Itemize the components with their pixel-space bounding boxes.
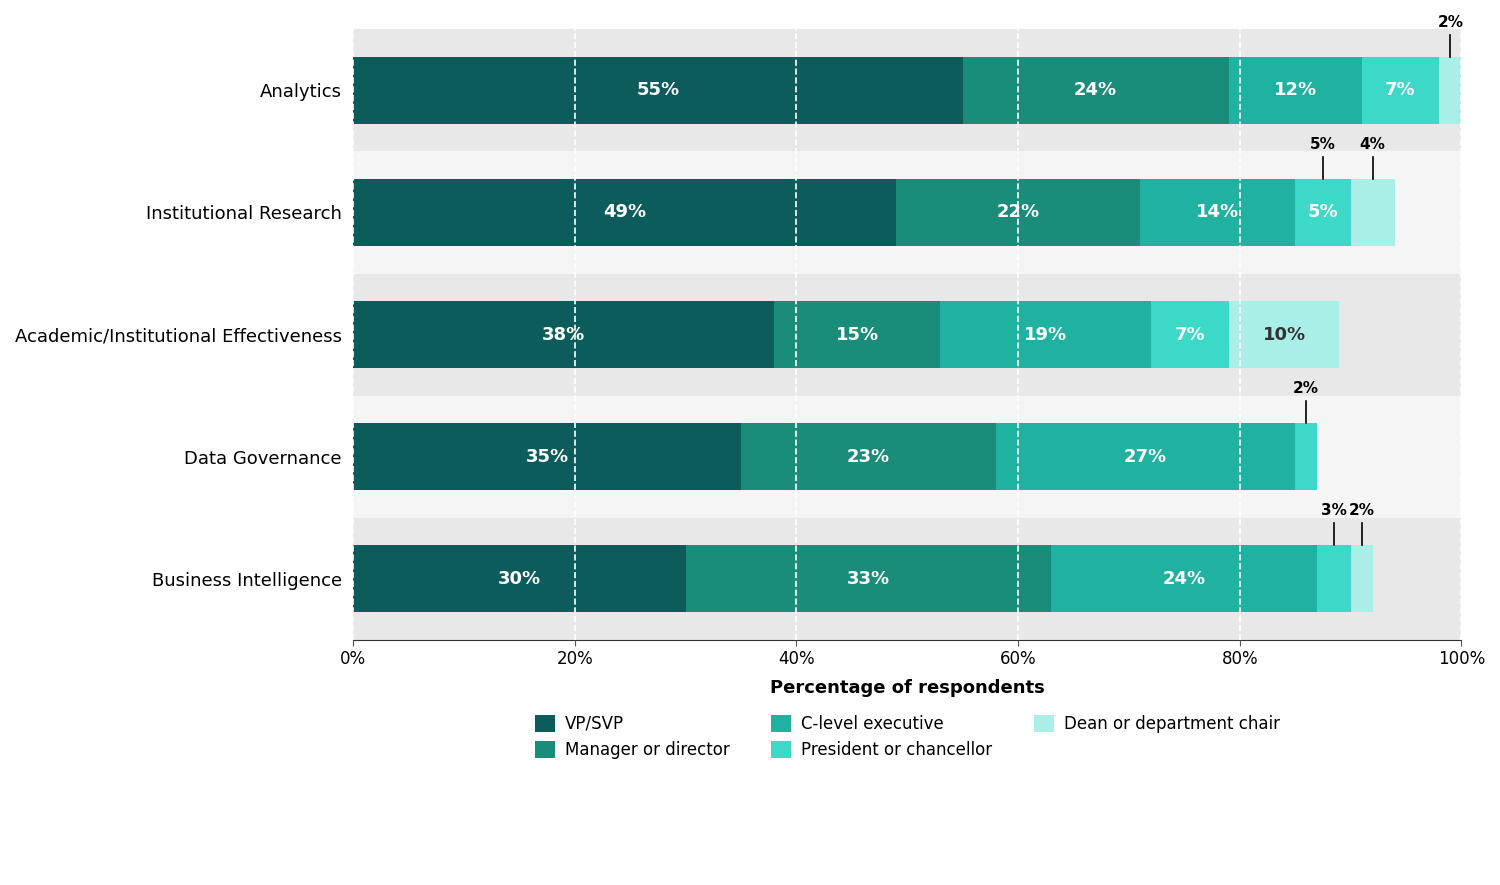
Bar (1150, 301, 1228, 368)
Bar (774, 301, 940, 368)
Bar (352, 396, 1461, 518)
Legend: VP/SVP, Manager or director, C-level executive, President or chancellor, Dean or: VP/SVP, Manager or director, C-level exe… (528, 708, 1287, 766)
Bar (1350, 179, 1395, 246)
Text: 49%: 49% (603, 204, 646, 221)
Bar (1350, 545, 1372, 612)
Bar (1140, 179, 1294, 246)
Text: 30%: 30% (498, 570, 542, 588)
Text: 12%: 12% (1274, 81, 1317, 99)
Text: 2%: 2% (1293, 381, 1318, 396)
Text: 24%: 24% (1162, 570, 1206, 588)
Text: 2%: 2% (1348, 504, 1374, 519)
Bar (1228, 301, 1340, 368)
Text: 19%: 19% (1024, 326, 1068, 343)
Text: 15%: 15% (836, 326, 879, 343)
Bar (1294, 423, 1317, 490)
Text: 23%: 23% (847, 448, 889, 466)
Bar (1317, 545, 1350, 612)
Bar (1052, 545, 1317, 612)
Text: 27%: 27% (1124, 448, 1167, 466)
Text: 7%: 7% (1384, 81, 1416, 99)
Bar (1228, 57, 1362, 124)
Text: 2%: 2% (1437, 15, 1464, 30)
Bar (940, 301, 1150, 368)
Text: 33%: 33% (847, 570, 889, 588)
Bar (1294, 179, 1350, 246)
Text: 5%: 5% (1308, 204, 1338, 221)
Bar (352, 301, 774, 368)
Bar (896, 179, 1140, 246)
Text: 5%: 5% (1310, 137, 1336, 152)
Bar (352, 151, 1461, 273)
Bar (352, 273, 1461, 396)
X-axis label: Percentage of respondents: Percentage of respondents (770, 680, 1044, 697)
Bar (1438, 57, 1461, 124)
Text: 24%: 24% (1074, 81, 1118, 99)
Bar (352, 57, 963, 124)
Text: 35%: 35% (525, 448, 568, 466)
Bar (352, 545, 686, 612)
Text: 38%: 38% (542, 326, 585, 343)
Text: 4%: 4% (1360, 137, 1386, 152)
Text: 55%: 55% (636, 81, 680, 99)
Bar (352, 518, 1461, 640)
Bar (352, 423, 741, 490)
Bar (352, 29, 1461, 151)
Bar (686, 545, 1052, 612)
Text: 7%: 7% (1174, 326, 1204, 343)
Bar (1362, 57, 1438, 124)
Bar (352, 179, 896, 246)
Bar (963, 57, 1228, 124)
Bar (996, 423, 1294, 490)
Text: 14%: 14% (1196, 204, 1239, 221)
Text: 10%: 10% (1263, 326, 1305, 343)
Text: 3%: 3% (1322, 504, 1347, 519)
Text: 22%: 22% (996, 204, 1039, 221)
Bar (741, 423, 996, 490)
